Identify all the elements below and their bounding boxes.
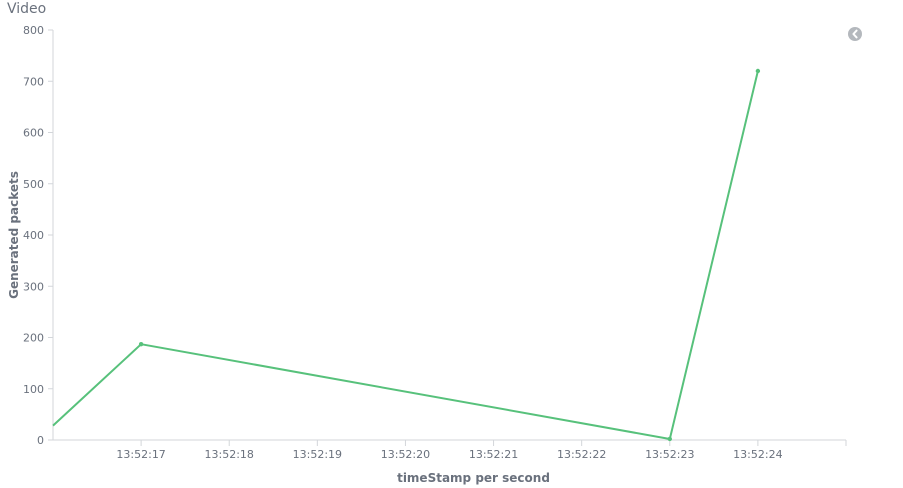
series-layer (52, 68, 761, 442)
x-tick-label: 13:52:23 (645, 448, 694, 461)
x-axis-title: timeStamp per second (397, 471, 550, 485)
x-tick-label: 13:52:20 (381, 448, 430, 461)
x-tick-label: 13:52:24 (733, 448, 782, 461)
y-tick-label: 700 (23, 75, 44, 88)
x-tick-label: 13:52:21 (469, 448, 518, 461)
y-tick-label: 500 (23, 178, 44, 191)
x-tick-label: 13:52:17 (116, 448, 165, 461)
y-axis-title: Generated packets (7, 171, 21, 299)
x-tick-label: 13:52:19 (293, 448, 342, 461)
y-axis: 0 100 200 300 400 500 600 700 800 (23, 24, 54, 447)
y-tick-label: 600 (23, 127, 44, 140)
y-tick-label: 800 (23, 24, 44, 37)
x-axis: 13:52:17 13:52:18 13:52:19 13:52:20 13:52:21… (53, 439, 847, 461)
series-line (52, 70, 759, 440)
x-tick-label: 13:52:22 (557, 448, 606, 461)
y-tick-label: 400 (23, 229, 44, 242)
data-point[interactable] (667, 436, 672, 442)
y-tick-label: 200 (23, 332, 44, 345)
legend-toggle-icon[interactable] (847, 26, 863, 42)
y-tick-label: 100 (23, 383, 44, 396)
x-tick-label: 13:52:18 (205, 448, 254, 461)
y-tick-label: 300 (23, 280, 44, 293)
data-point[interactable] (138, 341, 144, 347)
panel-title: Video (7, 1, 47, 17)
data-point[interactable] (755, 68, 761, 74)
y-tick-label: 0 (37, 434, 44, 447)
